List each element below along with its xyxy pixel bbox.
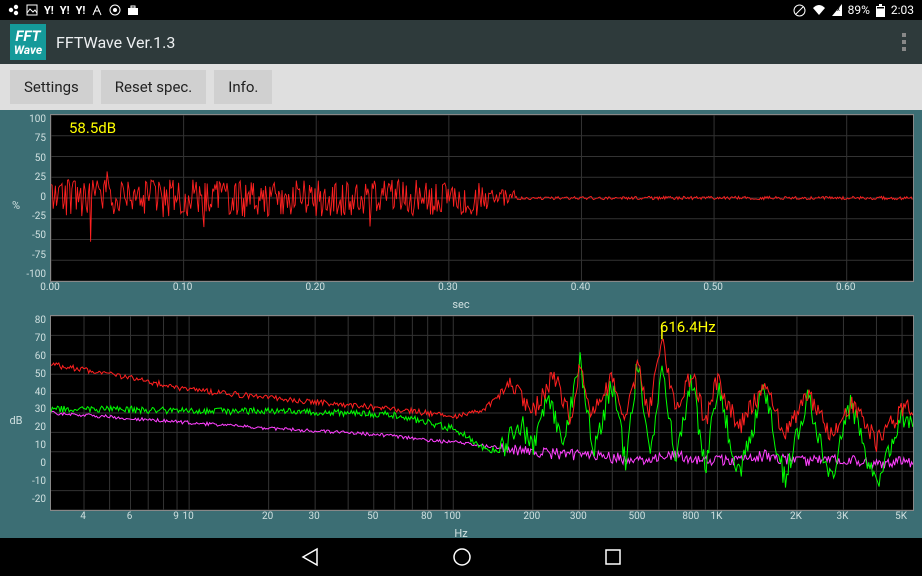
- yahoo-icon: Y!: [44, 4, 54, 17]
- svg-text:?x: ?x: [834, 6, 840, 13]
- waveform-yaxis: 1007550250-25-50-75-100: [24, 114, 50, 280]
- spectrum-ylabel: dB: [8, 315, 24, 525]
- android-status-bar: Y! Y! Y! ?x 89% 2:03: [0, 0, 922, 20]
- battery-icon: [876, 4, 885, 17]
- reset-spec-button[interactable]: Reset spec.: [101, 70, 206, 104]
- app-title: FFTWave Ver.1.3: [56, 33, 175, 52]
- signal-icon: ?x: [832, 4, 842, 16]
- nav-back-button[interactable]: [299, 546, 321, 568]
- info-button[interactable]: Info.: [214, 70, 272, 104]
- toolbar: Settings Reset spec. Info.: [0, 64, 922, 110]
- waveform-db-annotation: 58.5dB: [69, 119, 116, 137]
- shield-icon: [109, 4, 121, 16]
- yahoo-icon: Y!: [60, 4, 70, 17]
- charts-area: % 1007550250-25-50-75-100 58.5dB 0.000.1…: [0, 110, 922, 538]
- no-sim-icon: [793, 4, 806, 17]
- nav-home-button[interactable]: [451, 546, 473, 568]
- battery-percent: 89%: [848, 3, 870, 17]
- clock: 2:03: [891, 3, 914, 17]
- waveform-chart-row: % 1007550250-25-50-75-100 58.5dB 0.000.1…: [8, 114, 914, 296]
- logo-text-bot: Wave: [14, 44, 42, 56]
- yahoo-icon: Y!: [76, 4, 86, 17]
- app-logo: FFT Wave: [10, 24, 46, 60]
- image-icon: [26, 4, 38, 16]
- cluster-icon: [8, 4, 20, 16]
- briefcase-icon: [127, 4, 139, 16]
- spectrum-plot[interactable]: 616.4Hz: [50, 315, 914, 511]
- android-nav-bar: [0, 538, 922, 576]
- waveform-ylabel: %: [8, 114, 24, 296]
- spectrum-yaxis: 80706050403020100-10-20: [24, 315, 50, 505]
- nav-recent-button[interactable]: [603, 547, 623, 567]
- waveform-xlabel: sec: [8, 298, 914, 311]
- spectrum-chart-row: dB 80706050403020100-10-20 616.4Hz 46910…: [8, 315, 914, 525]
- waveform-plot[interactable]: 58.5dB: [50, 114, 914, 282]
- waveform-xaxis: 0.000.100.200.300.400.500.60: [50, 282, 914, 296]
- app-bar: FFT Wave FFTWave Ver.1.3: [0, 20, 922, 64]
- spectrum-peak-annotation: 616.4Hz: [660, 318, 716, 336]
- logo-text-top: FFT: [15, 29, 40, 44]
- wifi-icon: [812, 4, 826, 16]
- spectrum-xaxis: 46910203050801002003005008001K2K3K5K: [50, 511, 914, 525]
- antenna-icon: [91, 4, 103, 16]
- overflow-menu-button[interactable]: [896, 27, 912, 57]
- status-left-icons: Y! Y! Y!: [8, 4, 139, 17]
- settings-button[interactable]: Settings: [10, 70, 93, 104]
- status-right-icons: ?x 89% 2:03: [793, 3, 914, 17]
